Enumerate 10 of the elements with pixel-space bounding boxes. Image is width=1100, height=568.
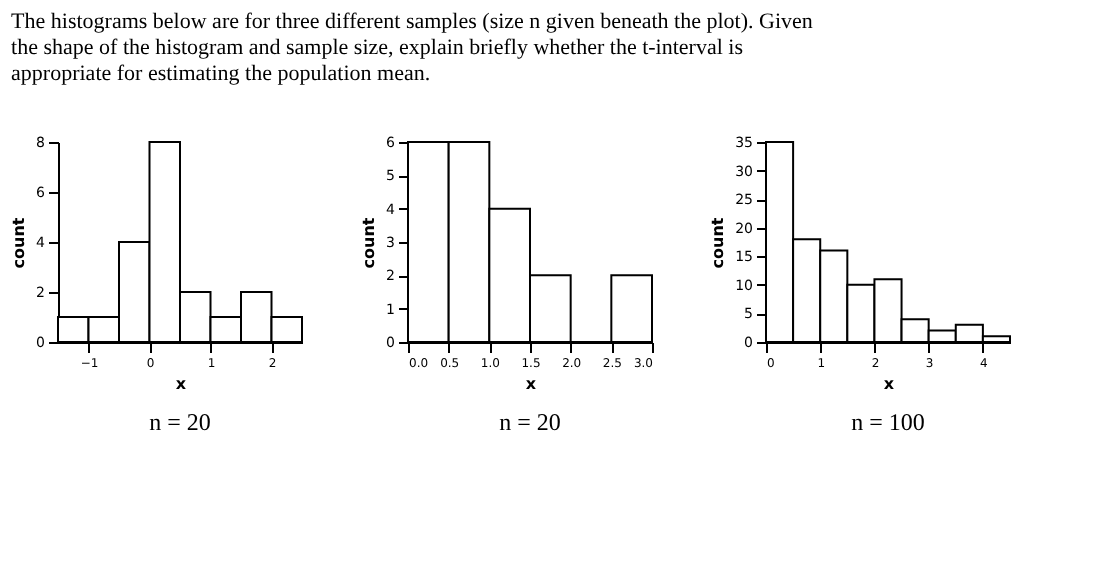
x-axis-title: x — [883, 375, 896, 393]
x-axis-title: x — [175, 375, 188, 393]
text: n = 100 — [851, 408, 925, 436]
x-axis-title: x — [525, 375, 538, 393]
text: n = 20 — [149, 408, 211, 436]
y-axis-title: count — [360, 217, 379, 269]
text: n = 20 — [499, 408, 561, 436]
y-axis-title: count — [10, 217, 29, 269]
y-axis-title: count — [709, 217, 728, 269]
text: The histograms below are for three different samples (size n given beneath the plot). Given the shape of the histogram and sample size, explain briefly whether the t-interval is appropriate for estimating the population mean. — [11, 10, 814, 86]
